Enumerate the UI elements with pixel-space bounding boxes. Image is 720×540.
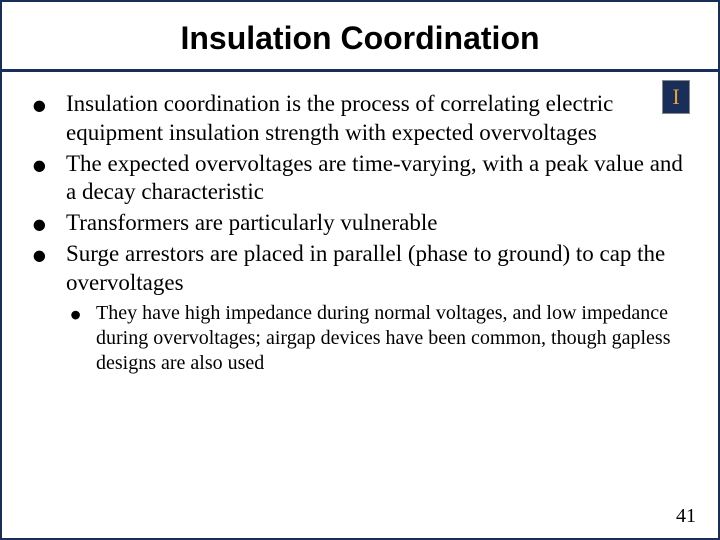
bullet-text: Surge arrestors are placed in parallel (… [66,241,665,295]
sub-bullet-list: They have high impedance during normal v… [66,301,688,376]
page-number: 41 [676,505,696,528]
bullet-item: Insulation coordination is the process o… [32,90,688,148]
bullet-item: The expected overvoltages are time-varyi… [32,150,688,208]
slide-title: Insulation Coordination [2,20,718,57]
content-area: Insulation coordination is the process o… [2,72,718,376]
title-area: Insulation Coordination [2,2,718,69]
bullet-item: Transformers are particularly vulnerable [32,209,688,238]
sub-bullet-item: They have high impedance during normal v… [66,301,688,376]
bullet-item: Surge arrestors are placed in parallel (… [32,240,688,377]
bullet-list: Insulation coordination is the process o… [32,90,688,376]
